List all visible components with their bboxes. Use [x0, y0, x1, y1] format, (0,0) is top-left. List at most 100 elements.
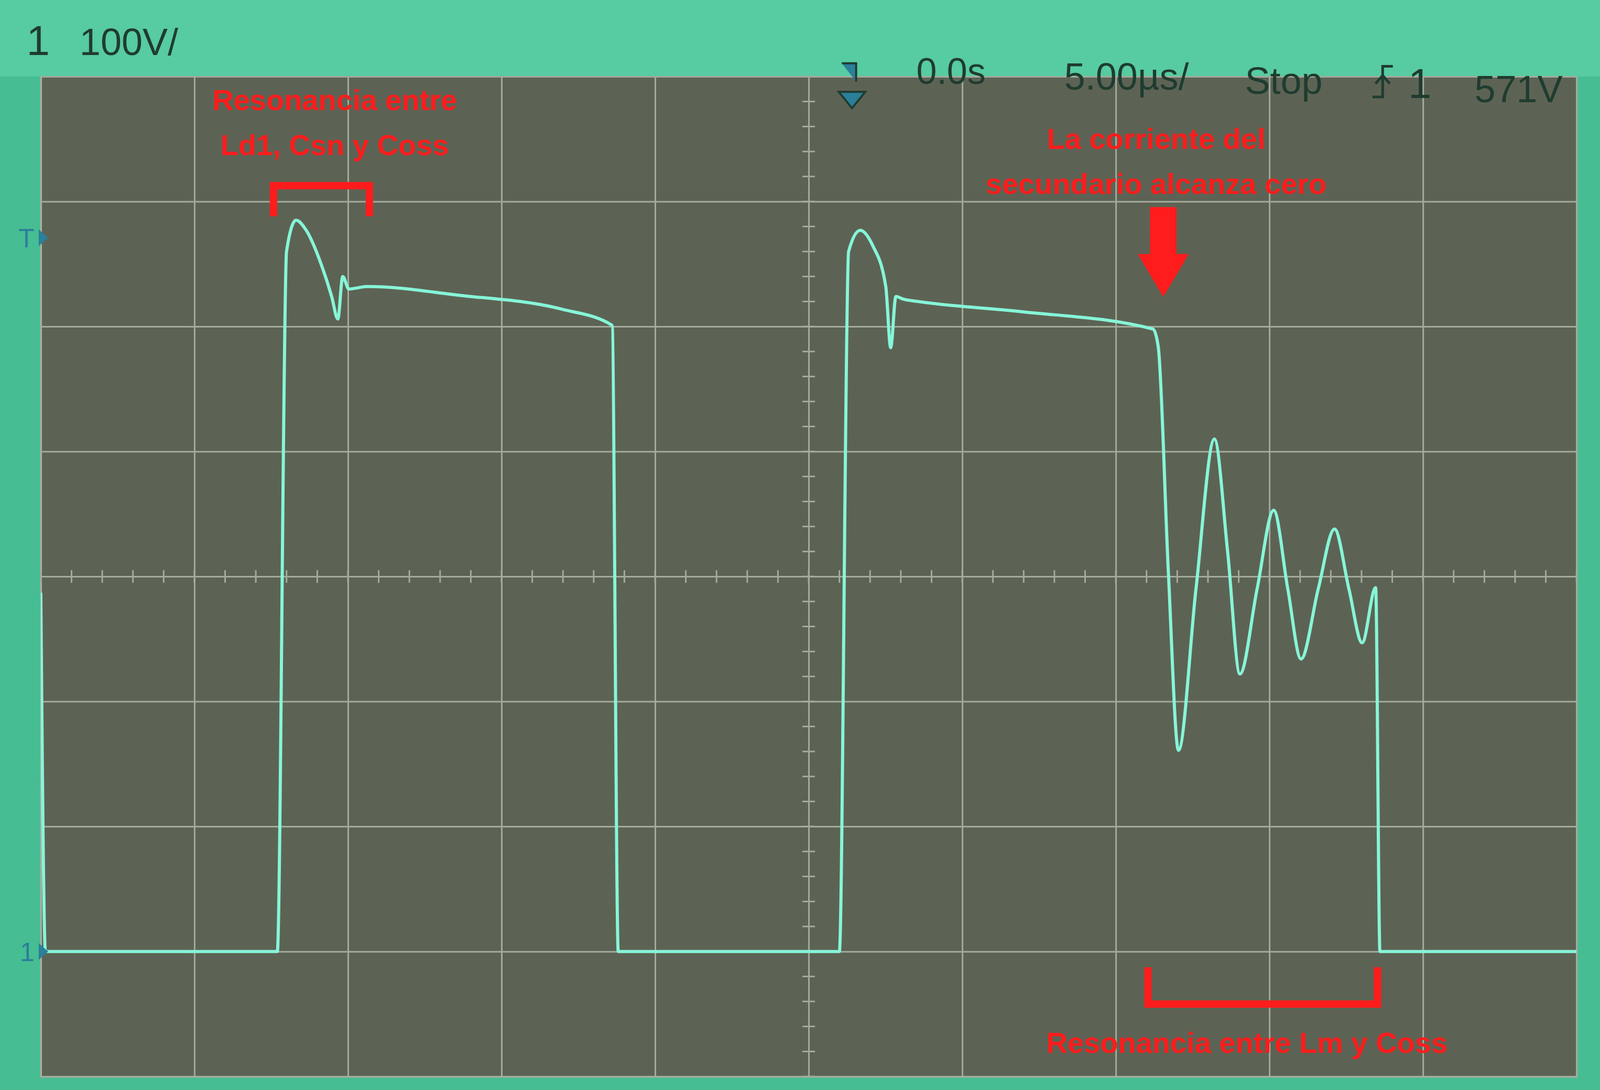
subdivision-tick [39, 570, 42, 583]
level-marker [38, 229, 49, 247]
y-axis-line [40, 77, 1577, 1077]
subdivision-tick [1299, 570, 1301, 583]
annotation-bracket [1147, 967, 1378, 1005]
annotation-text: Resonancia entre Lm y Coss [1046, 1026, 1449, 1060]
subdivision-tick [802, 1050, 815, 1053]
subdivision-tick [1053, 570, 1055, 583]
subdivision-tick [500, 570, 503, 583]
annotation-text: Ld1, Csn y Coss [220, 128, 450, 162]
header-status: Stop [1244, 59, 1323, 102]
subdivision-tick [255, 570, 257, 583]
y-axis [40, 77, 1577, 1077]
subdivision-tick [1483, 570, 1486, 583]
subdivision-tick [802, 200, 815, 203]
subdivision-tick [1206, 570, 1209, 583]
trigger-position-marker [838, 63, 866, 109]
subdivision-tick [777, 570, 779, 583]
header-time: 0.0s [916, 50, 986, 92]
bezel [0, 0, 1600, 1090]
subdivision-tick [930, 570, 933, 583]
subdivision-tick [802, 375, 815, 378]
annotation-bracket [273, 185, 370, 216]
subdivision-tick [802, 500, 815, 503]
y-tick [40, 76, 1577, 78]
subdivision-tick [802, 75, 815, 78]
subdivision-tick [802, 650, 815, 653]
subdivision-tick [132, 570, 134, 583]
y-grid-line [40, 75, 1577, 78]
x-axis [40, 76, 1577, 1077]
y-tick [40, 1076, 1577, 1077]
subdivision-tick [869, 570, 872, 583]
subdivision-tick [439, 570, 441, 583]
subdivision-tick [802, 675, 815, 678]
x-tick [655, 76, 656, 1077]
subdivision-tick [802, 275, 815, 278]
subdivision-tick [193, 570, 195, 583]
annotation-arrow [1137, 207, 1189, 297]
subdivision-tick [802, 775, 815, 778]
subdivision-tick [802, 400, 815, 403]
subdivision-tick [1575, 570, 1578, 583]
subdivision-tick [992, 570, 994, 583]
y-grid-line [40, 451, 1577, 453]
x-tick [194, 76, 195, 1077]
subdivision-tick [224, 570, 226, 583]
subdivision-tick [802, 700, 815, 703]
x-grid-line [1575, 76, 1578, 1077]
subdivision-tick [1360, 570, 1363, 583]
header-trigger-source: 1 [1408, 60, 1432, 107]
y-tick [40, 326, 1577, 328]
level-marker [38, 943, 49, 961]
subdivision-tick [802, 1075, 815, 1078]
subdivision-tick [1268, 570, 1271, 583]
subdivision-tick [1022, 570, 1025, 583]
x-tick [501, 76, 503, 1077]
subdivision-tick [802, 1000, 815, 1003]
x-tick [1576, 76, 1577, 1077]
trace [40, 220, 1577, 952]
subdivision-tick [802, 325, 815, 328]
subdivision-tick [684, 570, 687, 583]
subdivision-tick [1237, 570, 1240, 583]
screen [40, 76, 1577, 1077]
subdivision-tick [1544, 570, 1547, 583]
annotation-text: secundario alcanza cero [985, 167, 1327, 201]
subdivision-tick [802, 175, 815, 178]
x-axis-line [40, 76, 1577, 1077]
subdivision-tick [654, 570, 657, 583]
subdivision-tick [802, 250, 815, 253]
subdivision-tick [802, 725, 815, 728]
subdivision-tick [802, 875, 815, 878]
subdivision-tick [802, 925, 815, 928]
subdivision-tick [802, 150, 815, 153]
annotation-text: La corriente del [1047, 122, 1266, 156]
x-tick [1422, 76, 1424, 1077]
subdivision-tick [802, 225, 815, 228]
subdivision-tick [802, 575, 815, 578]
x-tick [347, 76, 349, 1077]
chart-container: 1100V/0.0s5.00µs/Stop1571VT1Resonancia e… [0, 0, 1600, 1090]
subdivision-tick [802, 100, 815, 103]
subdivision-tick [802, 975, 815, 978]
subdivision-tick [285, 570, 288, 583]
subdivision-tick [562, 570, 564, 583]
y-grid-line [40, 825, 1577, 828]
level-marker-label: T [18, 223, 35, 254]
subdivision-tick [746, 570, 748, 583]
subdivision-tick [316, 570, 319, 583]
header-channel: 1 [26, 17, 51, 64]
y-grid-line [40, 1075, 1577, 1078]
subdivision-tick [162, 570, 165, 583]
subdivision-tick [802, 800, 815, 803]
subdivision-tick [899, 570, 902, 583]
header-volts-per-div: 100V/ [79, 20, 179, 63]
subdivision-tick [592, 570, 595, 583]
subdivision-tick [1391, 570, 1393, 583]
annotation-text: Resonancia entre [212, 83, 457, 117]
subdivision-tick [802, 750, 815, 753]
subdivision-tick [101, 570, 104, 583]
subdivision-tick [802, 475, 815, 478]
subdivision-tick [1115, 570, 1117, 583]
subdivision-tick [961, 570, 964, 583]
